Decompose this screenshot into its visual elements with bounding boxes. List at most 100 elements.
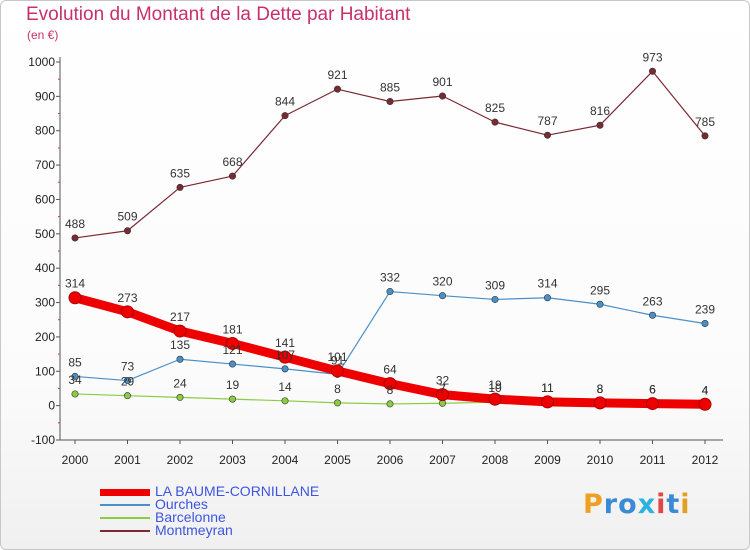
data-label-la-baume-cornillane: 314 [65,277,85,291]
series-lines [68,67,712,411]
data-label-ourches: 332 [380,271,400,285]
data-point-la-baume-cornillane [173,324,187,338]
data-label-montmeyran: 668 [222,155,242,169]
data-point-ourches [124,377,132,385]
data-label-montmeyran: 844 [275,95,295,109]
brand-logo: Proxiti [583,489,691,520]
data-label-montmeyran: 973 [642,50,662,64]
x-tick-label: 2008 [482,453,509,467]
data-point-ourches [701,320,709,328]
logo-letter: r [603,489,619,520]
legend-swatch-barcelonne [100,517,150,519]
data-point-ourches [543,294,551,302]
line-chart: -100 0 100 200 300 400 500 600 700 800 900 1000 2000… [28,50,723,467]
data-point-barcelonne [176,393,184,401]
x-tick-label: 2004 [272,453,299,467]
data-point-montmeyran [124,227,132,235]
data-point-montmeyran [176,183,184,191]
data-label-la-baume-cornillane: 64 [383,363,397,377]
y-tick-label: 500 [35,227,55,241]
logo-letter: i [680,489,691,520]
data-label-barcelonne: 24 [173,376,187,390]
data-label-ourches: 135 [170,338,190,352]
data-point-la-baume-cornillane [68,291,82,305]
data-label-montmeyran: 635 [170,166,190,180]
data-point-ourches [71,372,79,380]
y-tick-label: 1000 [28,55,55,69]
y-tick-label: 800 [35,124,55,138]
data-label-montmeyran: 488 [65,217,85,231]
data-label-ourches: 121 [222,343,242,357]
data-label-ourches: 320 [432,275,452,289]
data-point-barcelonne [333,399,341,407]
legend-swatch-la-baume-cornillane [100,489,150,496]
data-label-barcelonne: 8 [387,383,394,397]
legend-label: Ourches [155,496,208,512]
y-tick-label: 900 [35,89,55,103]
data-point-ourches [229,360,237,368]
data-point-la-baume-cornillane [121,305,134,319]
axes: -100 0 100 200 300 400 500 600 700 800 900 1000 2000… [28,55,723,467]
data-label-barcelonne: 7 [439,382,446,396]
logo-letter: x [637,489,657,520]
data-label-barcelonne: 19 [226,378,240,392]
data-point-montmeyran [71,234,79,242]
data-point-montmeyran [491,118,499,126]
x-tick-label: 2003 [219,453,246,467]
data-point-montmeyran [438,92,446,100]
data-point-ourches [281,365,289,373]
data-label-montmeyran: 921 [327,68,347,82]
y-tick-label: 400 [35,261,55,275]
logo-letter: t [666,489,681,520]
y-tick-label: 0 [48,399,55,413]
data-label-barcelonne: 34 [68,373,82,387]
data-label-la-baume-cornillane: 19 [488,378,502,392]
chart-title: Evolution du Montant de la Dette par Hab… [26,4,411,25]
data-point-ourches [386,288,394,296]
data-point-la-baume-cornillane [278,350,292,364]
x-tick-label: 2002 [167,453,194,467]
data-label-montmeyran: 787 [537,114,557,128]
legend-label: Barcelonne [155,509,226,525]
data-point-barcelonne [281,397,289,405]
y-tick-label: 100 [35,364,55,378]
data-point-la-baume-cornillane [541,395,554,409]
data-label-la-baume-cornillane: 4 [702,383,709,397]
x-tick-label: 2006 [377,453,404,467]
data-label-barcelonne: 8 [597,382,604,396]
data-label-la-baume-cornillane: 273 [117,291,137,305]
x-tick-label: 2010 [587,453,614,467]
data-label-ourches: 239 [695,303,715,317]
data-label-la-baume-cornillane: 32 [436,374,450,388]
data-point-ourches [596,300,604,308]
data-label-ourches: 295 [590,283,610,297]
data-point-ourches [438,292,446,300]
legend-label: LA BAUME-CORNILLANE [155,483,320,499]
data-point-la-baume-cornillane [436,388,449,402]
data-label-la-baume-cornillane: 141 [275,336,295,350]
data-point-montmeyran [543,131,551,139]
data-label-barcelonne: 10 [488,381,502,395]
data-point-montmeyran [596,121,604,129]
data-label-montmeyran: 885 [380,81,400,95]
x-tick-label: 2000 [62,453,89,467]
legend-label: Montmeyran [155,522,233,538]
data-point-la-baume-cornillane [593,396,607,410]
data-label-barcelonne: 4 [702,383,709,397]
data-label-barcelonne: 6 [649,383,656,397]
data-label-ourches: 85 [68,355,82,369]
data-label-ourches: 309 [485,278,505,292]
data-label-la-baume-cornillane: 101 [327,350,347,364]
data-point-barcelonne [71,390,79,398]
x-tick-label: 2009 [534,453,561,467]
data-label-montmeyran: 509 [117,210,137,224]
x-tick-label: 2011 [640,453,666,467]
y-tick-label: 600 [35,192,55,206]
data-label-ourches: 107 [275,348,295,362]
data-point-montmeyran [229,172,237,180]
data-label-la-baume-cornillane: 8 [597,382,604,396]
data-label-barcelonne: 29 [121,375,135,389]
x-tick-label: 2001 [114,453,141,467]
data-label-la-baume-cornillane: 6 [649,383,656,397]
